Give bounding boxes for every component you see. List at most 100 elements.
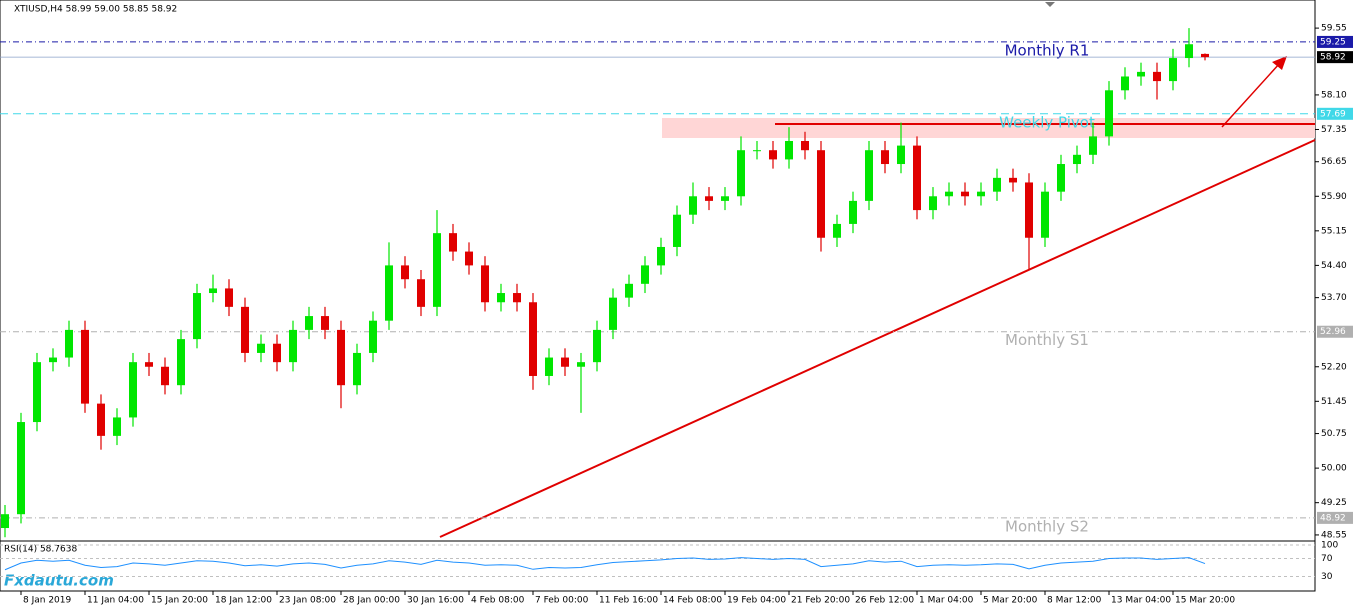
candle-body [785, 140, 793, 160]
candle-body [721, 196, 729, 201]
candle-body [177, 339, 185, 386]
level-tag-label: 59.25 [1320, 37, 1346, 47]
candle-body [1025, 182, 1033, 238]
candle-body [225, 288, 233, 307]
level-name: Monthly R1 [1005, 41, 1090, 59]
y-tick-label: 58.10 [1321, 90, 1347, 100]
candle-body [305, 316, 313, 330]
candle-body [1169, 58, 1177, 82]
rsi-line [4, 557, 1206, 571]
candle-body [529, 302, 537, 376]
y-tick-label: 49.25 [1321, 498, 1347, 508]
x-tick-label: 26 Feb 12:00 [855, 596, 914, 606]
candle-body [1137, 71, 1145, 77]
arrow [1221, 62, 1281, 128]
x-tick-label: 14 Feb 08:00 [663, 596, 722, 606]
x-tick-label: 30 Jan 16:00 [407, 596, 464, 606]
candle-body [977, 191, 985, 197]
y-tick-label: 50.75 [1321, 429, 1347, 439]
candle-body [33, 362, 41, 423]
candle-body [81, 329, 89, 404]
candle-body [321, 316, 329, 330]
y-tick-label: 50.00 [1321, 464, 1347, 474]
level-tag [1317, 35, 1353, 48]
x-tick-label: 7 Feb 00:00 [535, 596, 589, 606]
candle-body [513, 293, 521, 303]
x-tick-label: 11 Jan 04:00 [87, 596, 144, 606]
candle-body [353, 352, 361, 386]
rsi-tick-label: 30 [1321, 572, 1333, 582]
candle-body [561, 357, 569, 367]
level-tag-label: 52.96 [1320, 327, 1346, 337]
level-tag [1317, 325, 1353, 338]
level-tag [1317, 107, 1353, 120]
candle-body [129, 362, 137, 418]
x-tick-label: 11 Feb 16:00 [599, 596, 658, 606]
level-tag-label: 57.69 [1320, 109, 1346, 119]
candle-body [289, 329, 297, 363]
y-tick-label: 52.20 [1321, 362, 1347, 372]
candle-body [1121, 76, 1129, 91]
y-tick-label: 56.65 [1321, 157, 1347, 167]
y-tick-label: 55.90 [1321, 192, 1347, 202]
candle-body [961, 191, 969, 197]
candle-body [881, 150, 889, 165]
candle-body [1201, 53, 1209, 58]
candle-body [1057, 164, 1065, 192]
level-tag-label: 48.92 [1320, 513, 1346, 523]
candle-body [337, 329, 345, 386]
candle-body [993, 177, 1001, 192]
candle-body [689, 196, 697, 215]
candle-body [449, 233, 457, 252]
x-tick-label: 23 Jan 08:00 [279, 596, 336, 606]
candle-body [705, 196, 713, 201]
x-tick-label: 21 Feb 20:00 [791, 596, 850, 606]
candle-body [929, 196, 937, 211]
x-tick-label: 15 Mar 20:00 [1175, 596, 1235, 606]
trend-line [439, 139, 1316, 538]
candle-body [849, 200, 857, 224]
y-tick-label: 54.40 [1321, 261, 1347, 271]
candle-body [1, 514, 9, 529]
candle-body [913, 145, 921, 211]
last-price-tag [1317, 51, 1353, 64]
candle-body [257, 343, 265, 353]
candle-body [465, 251, 473, 266]
candle-body [273, 343, 281, 363]
candle-body [945, 191, 953, 197]
candle-body [1089, 136, 1097, 155]
candle-body [657, 246, 665, 266]
candle-body [577, 362, 585, 367]
candle-body [625, 283, 633, 298]
plot-frame [0, 0, 1316, 592]
candle-body [193, 293, 201, 340]
candle-body [1153, 71, 1161, 82]
x-tick-label: 15 Jan 20:00 [151, 596, 208, 606]
candle-body [417, 279, 425, 307]
candle-body [209, 288, 217, 294]
y-tick-label: 59.55 [1321, 24, 1347, 34]
candle-body [1185, 44, 1193, 59]
candle-body [673, 214, 681, 247]
candle-body [97, 403, 105, 436]
candle-body [609, 297, 617, 330]
chart-title: XTIUSD,H4 58.99 59.00 58.85 58.92 [14, 5, 177, 15]
rsi-tick-label: 100 [1321, 541, 1338, 551]
candle-body [1041, 191, 1049, 238]
x-tick-label: 5 Mar 20:00 [983, 596, 1038, 606]
candle-body [753, 150, 761, 152]
level-name: Monthly S2 [1005, 517, 1089, 535]
candle-body [865, 150, 873, 201]
candle-body [241, 306, 249, 353]
candle-body [17, 422, 25, 515]
indicator-title: RSI(14) 58.7638 [4, 545, 77, 555]
arrow-head [1272, 56, 1287, 70]
x-tick-label: 18 Jan 12:00 [215, 596, 272, 606]
candle-body [817, 150, 825, 238]
candle-body [113, 417, 121, 436]
candle-body [433, 233, 441, 307]
x-tick-label: 13 Mar 04:00 [1111, 596, 1171, 606]
candle-body [497, 293, 505, 303]
candle-body [1105, 90, 1113, 137]
y-tick-label: 55.15 [1321, 226, 1347, 236]
